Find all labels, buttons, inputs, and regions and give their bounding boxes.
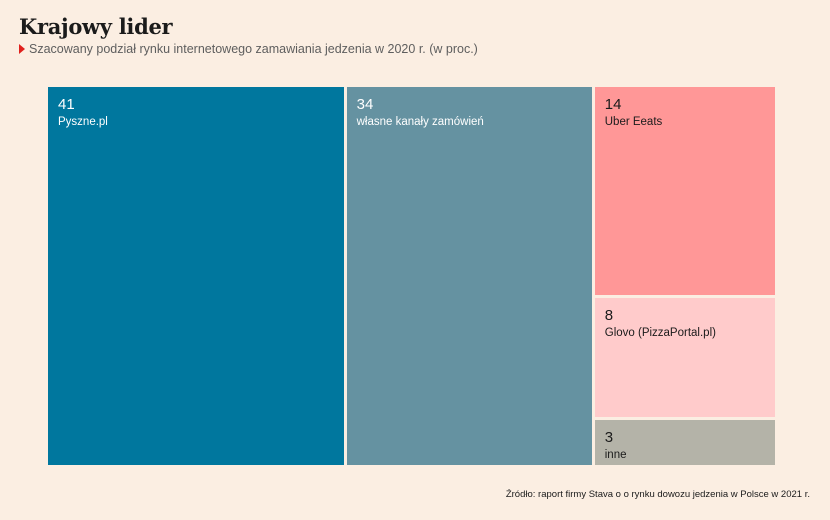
tile-value: 41 (58, 96, 75, 113)
treemap-tile-w-asne-kana-y-zam-wie: 34 własne kanały zamówień (346, 87, 592, 465)
source-note: Źródło: raport firmy Stava o o rynku dow… (505, 489, 810, 500)
play-arrow-icon (19, 44, 25, 54)
treemap-tile-inne: 3 inne (594, 420, 775, 465)
tile-value: 3 (604, 429, 614, 447)
tile-value: 14 (604, 96, 622, 113)
tile-label: własne kanały zamówień (356, 116, 484, 128)
subtitle-text: Szacowany podział rynku internetowego za… (29, 42, 478, 56)
tile-value: 34 (356, 96, 374, 113)
chart-subtitle: Szacowany podział rynku internetowego za… (19, 42, 478, 56)
treemap-chart: 41 Pyszne.pl 34 własne kanały zamówień 14 Ube… (48, 87, 775, 465)
tile-label: Glovo (PizzaPortal.pl) (604, 327, 716, 340)
tile-label: Pyszne.pl (58, 116, 108, 128)
tile-label: Uber Eeats (604, 116, 663, 128)
tile-value: 8 (604, 307, 614, 325)
treemap-tile-pyszne-pl: 41 Pyszne.pl (48, 87, 344, 465)
treemap-tile-uber-eeats: 14 Uber Eeats (594, 87, 775, 296)
chart-title: Krajowy lider (19, 14, 173, 39)
tile-label: inne (604, 449, 627, 462)
treemap-tile-glovo-pizzaportal-pl: 8 Glovo (PizzaPortal.pl) (594, 298, 775, 418)
